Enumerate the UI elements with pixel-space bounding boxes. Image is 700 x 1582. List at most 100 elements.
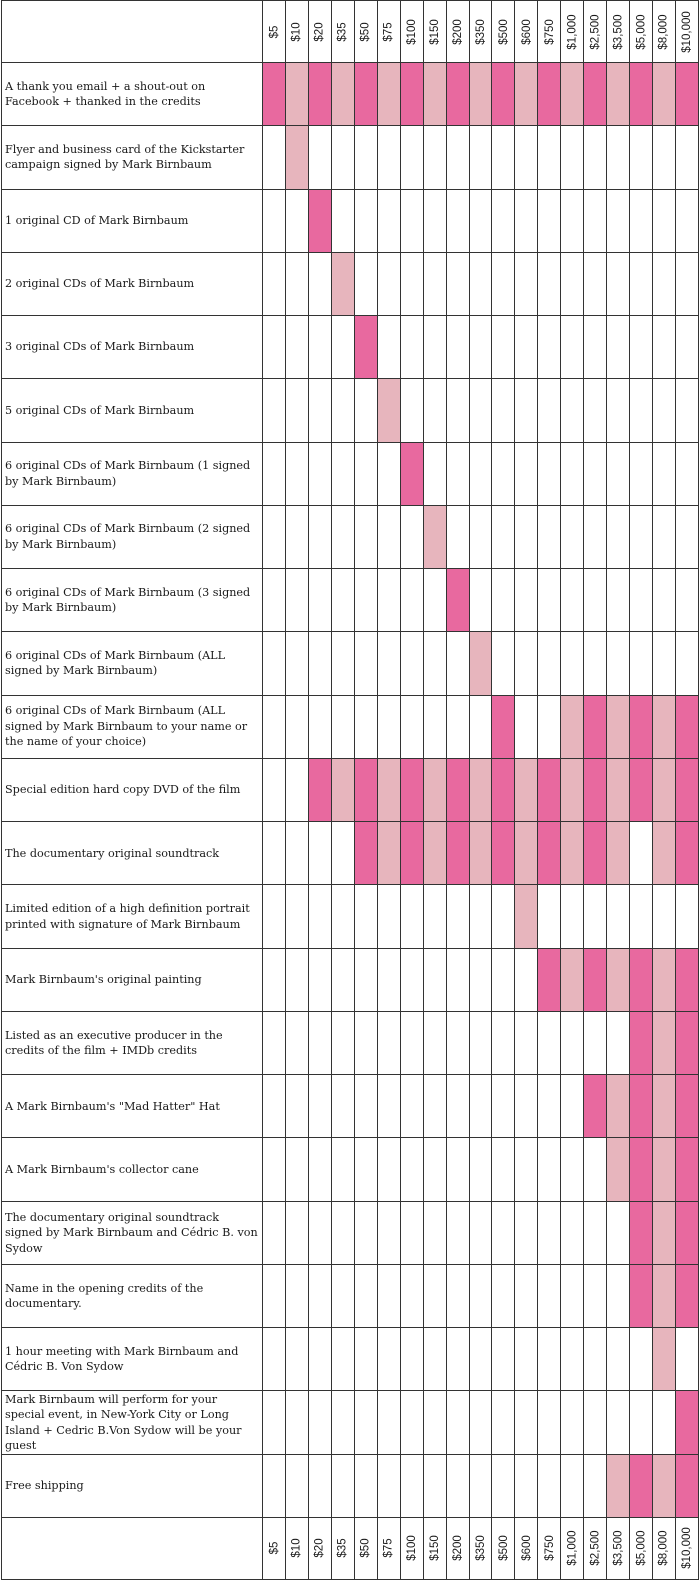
empty-cell <box>676 379 699 443</box>
empty-cell <box>492 885 516 949</box>
empty-cell <box>400 1454 424 1518</box>
empty-cell <box>446 1328 470 1392</box>
empty-cell <box>354 695 378 759</box>
reward-label: Flyer and business card of the Kickstart… <box>5 142 245 172</box>
empty-cell <box>492 1201 516 1265</box>
reward-label-cell: 6 original CDs of Mark Birnbaum (ALL sig… <box>2 695 263 759</box>
tier-marker-cell <box>676 1011 699 1076</box>
header-tier-label: $8,000 <box>658 13 671 50</box>
empty-cell <box>469 948 493 1012</box>
footer-tier-cell: $100 <box>400 1517 424 1580</box>
reward-label: A Mark Birnbaum's "Mad Hatter" Hat <box>5 1099 220 1113</box>
empty-cell <box>630 126 654 190</box>
empty-cell <box>377 1075 401 1139</box>
empty-cell <box>331 569 355 633</box>
empty-cell <box>676 505 699 570</box>
empty-cell <box>492 1454 516 1518</box>
tier-marker-cell <box>446 569 470 633</box>
empty-cell <box>538 1201 562 1265</box>
empty-cell <box>308 1328 332 1392</box>
header-tier-label: $1,000 <box>566 13 579 50</box>
reward-label: Mark Birnbaum will perform for your spec… <box>5 1392 242 1453</box>
footer-tier-label: $50 <box>359 1538 372 1559</box>
reward-label: 1 hour meeting with Mark Birnbaum and Cé… <box>5 1344 239 1374</box>
tier-marker-cell <box>584 695 608 759</box>
empty-cell <box>492 1328 516 1392</box>
reward-label: A Mark Birnbaum's collector cane <box>5 1162 199 1176</box>
empty-cell <box>492 379 516 443</box>
empty-cell <box>446 189 470 253</box>
reward-label: 2 original CDs of Mark Birnbaum <box>5 277 195 291</box>
empty-cell <box>354 442 378 506</box>
footer-tier-cell: $200 <box>446 1517 470 1580</box>
empty-cell <box>538 1138 562 1202</box>
reward-label-cell: Mark Birnbaum's original painting <box>2 948 263 1012</box>
empty-cell <box>285 1264 309 1329</box>
empty-cell <box>285 1138 309 1202</box>
header-tier-cell: $5,000 <box>630 1 654 63</box>
tier-marker-cell <box>607 1138 631 1202</box>
tier-marker-cell <box>263 63 286 127</box>
empty-cell <box>446 1454 470 1518</box>
empty-cell <box>285 1075 309 1139</box>
header-tier-cell: $600 <box>515 1 539 63</box>
empty-cell <box>492 505 516 570</box>
empty-cell <box>561 1201 585 1265</box>
tier-marker-cell <box>423 758 447 823</box>
empty-cell <box>400 1138 424 1202</box>
empty-cell <box>446 1011 470 1076</box>
empty-cell <box>446 505 470 570</box>
empty-cell <box>377 316 401 380</box>
empty-cell <box>446 252 470 317</box>
empty-cell <box>263 695 286 759</box>
empty-cell <box>515 948 539 1012</box>
footer-tier-label: $8,000 <box>658 1530 671 1567</box>
empty-cell <box>630 252 654 317</box>
tier-marker-cell <box>607 948 631 1012</box>
reward-label-cell: A Mark Birnbaum's collector cane <box>2 1138 263 1202</box>
empty-cell <box>676 442 699 506</box>
footer-tier-cell: $750 <box>538 1517 562 1580</box>
empty-cell <box>331 1454 355 1518</box>
empty-cell <box>331 1391 355 1455</box>
tier-marker-cell <box>377 379 401 443</box>
tier-marker-cell <box>653 1075 677 1139</box>
empty-cell <box>446 442 470 506</box>
empty-cell <box>423 1075 447 1139</box>
empty-cell <box>423 1011 447 1076</box>
empty-cell <box>446 632 470 696</box>
empty-cell <box>377 948 401 1012</box>
empty-cell <box>492 632 516 696</box>
tier-marker-cell <box>653 1011 677 1076</box>
empty-cell <box>630 1391 654 1455</box>
footer-tier-label: $150 <box>428 1535 441 1562</box>
reward-label-cell: Special edition hard copy DVD of the fil… <box>2 758 263 823</box>
empty-cell <box>584 505 608 570</box>
empty-cell <box>492 948 516 1012</box>
tier-marker-cell <box>423 822 447 886</box>
empty-cell <box>331 442 355 506</box>
footer-tier-label: $75 <box>382 1538 395 1559</box>
empty-cell <box>515 442 539 506</box>
reward-label-cell: Free shipping <box>2 1454 263 1518</box>
header-tier-cell: $3,500 <box>607 1 631 63</box>
empty-cell <box>377 1264 401 1329</box>
empty-cell <box>584 1391 608 1455</box>
empty-cell <box>263 1454 286 1518</box>
empty-cell <box>561 1391 585 1455</box>
empty-cell <box>308 885 332 949</box>
empty-cell <box>538 1328 562 1392</box>
empty-cell <box>561 1328 585 1392</box>
empty-cell <box>538 569 562 633</box>
header-tier-label: $10,000 <box>681 10 694 53</box>
empty-cell <box>561 885 585 949</box>
empty-cell <box>354 885 378 949</box>
header-tier-label: $10 <box>290 21 303 42</box>
empty-cell <box>538 1264 562 1329</box>
empty-cell <box>630 1328 654 1392</box>
empty-cell <box>400 695 424 759</box>
reward-label: 6 original CDs of Mark Birnbaum (3 signe… <box>5 585 251 615</box>
reward-label-cell: Flyer and business card of the Kickstart… <box>2 126 263 190</box>
empty-cell <box>492 1011 516 1076</box>
reward-label-cell: A thank you email + a shout-out on Faceb… <box>2 63 263 127</box>
